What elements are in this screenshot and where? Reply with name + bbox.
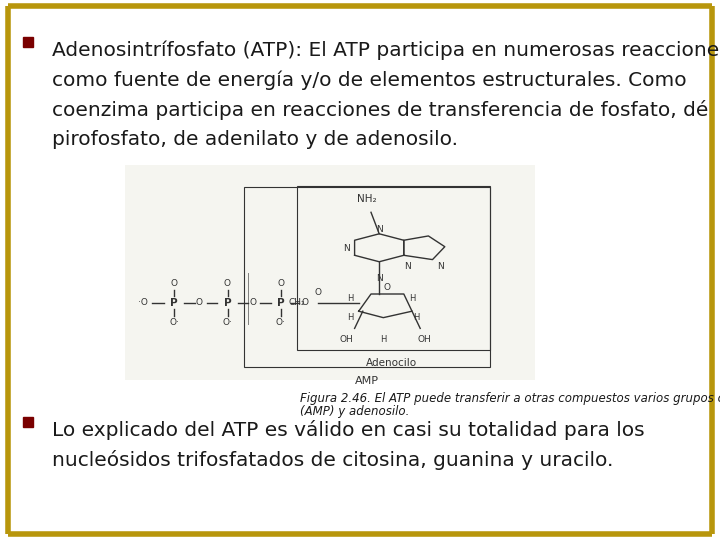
Text: O·: O· <box>169 318 179 327</box>
Text: AMP: AMP <box>355 376 379 386</box>
Text: (AMP) y adenosilo.: (AMP) y adenosilo. <box>300 405 410 418</box>
Text: O: O <box>224 279 231 287</box>
Text: O: O <box>249 298 256 307</box>
Text: OH: OH <box>340 335 354 344</box>
Text: como fuente de energía y/o de elementos estructurales. Como: como fuente de energía y/o de elementos … <box>52 70 687 90</box>
Text: Figura 2.46. El ATP puede transferir a otras compuestos varios grupos como P, P-: Figura 2.46. El ATP puede transferir a o… <box>300 392 720 405</box>
Text: Lo explicado del ATP es válido en casi su totalidad para los: Lo explicado del ATP es válido en casi s… <box>52 420 644 440</box>
Text: O: O <box>196 298 203 307</box>
Text: O: O <box>384 283 391 292</box>
Bar <box>125 165 535 380</box>
Text: coenzima participa en reacciones de transferencia de fosfato, dé: coenzima participa en reacciones de tran… <box>52 100 708 120</box>
Text: N: N <box>376 274 382 284</box>
Text: O: O <box>277 279 284 287</box>
Text: P: P <box>171 298 178 308</box>
Text: O: O <box>301 298 308 307</box>
Text: N: N <box>343 244 350 253</box>
Text: nucleósidos trifosfatados de citosina, guanina y uracilo.: nucleósidos trifosfatados de citosina, g… <box>52 450 613 470</box>
Text: pirofosfato, de adenilato y de adenosilo.: pirofosfato, de adenilato y de adenosilo… <box>52 130 458 149</box>
Text: N: N <box>376 225 382 234</box>
Bar <box>297 186 490 350</box>
Bar <box>244 186 490 367</box>
Text: P: P <box>277 298 284 308</box>
Text: O·: O· <box>276 318 286 327</box>
Text: Adenocilo: Adenocilo <box>366 359 417 368</box>
Text: NH₂: NH₂ <box>357 194 377 204</box>
Text: H: H <box>347 313 354 322</box>
Text: O: O <box>314 288 321 297</box>
Text: H: H <box>413 313 419 322</box>
Text: CH₂: CH₂ <box>289 298 305 307</box>
Text: O: O <box>171 279 178 287</box>
Text: O·: O· <box>222 318 233 327</box>
Text: OH: OH <box>418 335 431 344</box>
Text: N: N <box>405 261 411 271</box>
Text: P: P <box>224 298 231 308</box>
Text: ·O: ·O <box>138 298 148 307</box>
Text: N: N <box>437 261 444 271</box>
Text: H: H <box>347 294 354 303</box>
Text: H: H <box>380 335 387 344</box>
Text: Adenosintrífosfato (ATP): El ATP participa en numerosas reacciones: Adenosintrífosfato (ATP): El ATP partici… <box>52 40 720 59</box>
Text: H: H <box>409 294 415 303</box>
